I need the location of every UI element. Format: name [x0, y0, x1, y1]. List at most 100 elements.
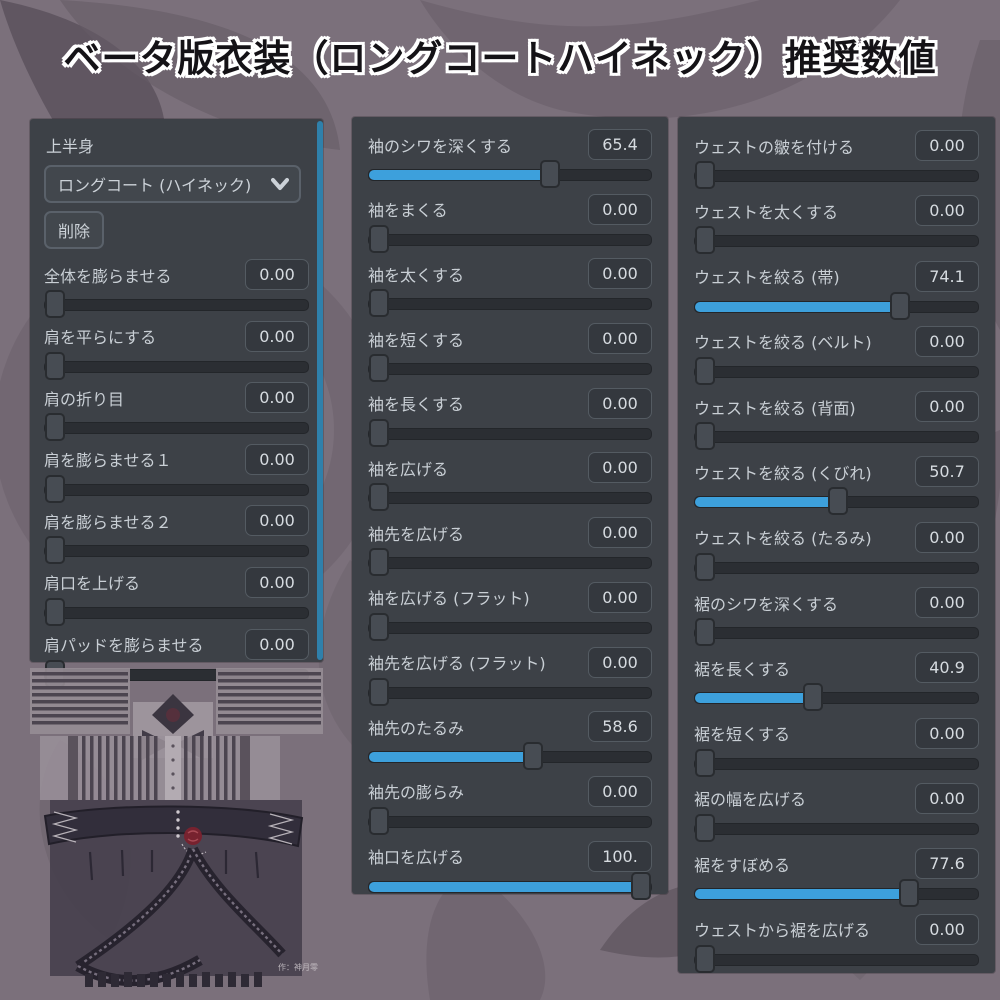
slider-track[interactable] [694, 552, 979, 581]
slider-track[interactable] [694, 356, 979, 385]
slider-track[interactable] [694, 487, 979, 516]
slider-track[interactable] [694, 748, 979, 777]
slider-track[interactable] [368, 612, 652, 641]
slider-track[interactable] [368, 677, 652, 706]
delete-button[interactable]: 削除 [44, 211, 105, 249]
slider-value-box[interactable]: 0.00 [915, 717, 979, 749]
slider-value-box[interactable]: 0.00 [245, 566, 309, 598]
slider-value-box[interactable]: 0.00 [915, 325, 979, 357]
slider-handle[interactable] [45, 413, 65, 442]
slider-track[interactable] [44, 290, 309, 318]
slider-value-box[interactable]: 0.00 [915, 195, 979, 227]
slider-handle[interactable] [369, 548, 389, 577]
slider-value-box[interactable]: 0.00 [245, 628, 309, 660]
slider-value-box[interactable]: 50.7 [915, 456, 979, 488]
slider-value-box[interactable]: 0.00 [915, 130, 979, 161]
slider-track[interactable] [694, 422, 979, 451]
slider-value-box[interactable]: 0.00 [588, 258, 652, 290]
slider-handle[interactable] [695, 618, 715, 647]
slider-handle[interactable] [695, 552, 715, 581]
slider-handle[interactable] [540, 160, 561, 188]
slider-value-box[interactable]: 77.6 [915, 848, 979, 880]
slider-value-box[interactable]: 0.00 [915, 913, 979, 945]
slider-handle[interactable] [45, 536, 65, 565]
slider-value-box[interactable]: 0.00 [915, 391, 979, 423]
slider-handle[interactable] [695, 161, 715, 189]
slider-value-box[interactable]: 0.00 [915, 587, 979, 619]
slider-track[interactable] [694, 944, 979, 973]
slider-track[interactable] [368, 160, 652, 188]
slider-handle[interactable] [522, 742, 543, 771]
slider-handle[interactable] [695, 944, 715, 973]
slider-value-box[interactable]: 100. [588, 840, 652, 872]
slider-track[interactable] [44, 351, 309, 380]
slider-value-box[interactable]: 0.00 [588, 775, 652, 807]
slider-handle[interactable] [802, 683, 823, 712]
slider-track[interactable] [368, 483, 652, 512]
slider-value-box[interactable]: 0.00 [588, 452, 652, 484]
slider-track[interactable] [694, 683, 979, 712]
slider-handle[interactable] [45, 597, 65, 626]
slider-track[interactable] [368, 742, 652, 771]
slider-track[interactable] [368, 289, 652, 318]
slider-value-box[interactable]: 0.00 [915, 521, 979, 553]
slider-track[interactable] [694, 618, 979, 647]
slider-value-box[interactable]: 0.00 [245, 382, 309, 414]
slider-track[interactable] [44, 413, 309, 442]
costume-dropdown[interactable]: ロングコート (ハイネック) [44, 165, 301, 203]
slider-value-box[interactable]: 74.1 [915, 260, 979, 292]
slider-track[interactable] [368, 871, 652, 900]
slider-track[interactable] [368, 224, 652, 253]
slider-handle[interactable] [695, 356, 715, 385]
slider-label: ウェストの皺を付ける [694, 137, 855, 157]
slider-value-box[interactable]: 58.6 [588, 711, 652, 743]
slider-value-box[interactable]: 0.00 [915, 782, 979, 814]
slider-handle[interactable] [695, 813, 715, 842]
slider-track[interactable] [694, 226, 979, 255]
slider-value-box[interactable]: 40.9 [915, 652, 979, 684]
slider-handle[interactable] [369, 677, 389, 706]
slider-handle[interactable] [369, 289, 389, 318]
slider-track[interactable] [44, 474, 309, 503]
slider-value-box[interactable]: 0.00 [588, 193, 652, 225]
slider-track[interactable] [694, 813, 979, 842]
slider-value-box[interactable]: 0.00 [588, 387, 652, 419]
slider-value-box[interactable]: 0.00 [588, 646, 652, 678]
slider-handle[interactable] [369, 354, 389, 383]
slider-row: 裾を短くする 0.00 [694, 712, 979, 777]
scrollbar[interactable] [317, 121, 323, 660]
slider-handle[interactable] [369, 612, 389, 641]
slider-handle[interactable] [828, 487, 849, 516]
slider-value-box[interactable]: 0.00 [588, 517, 652, 549]
slider-track[interactable] [694, 161, 979, 189]
slider-handle[interactable] [369, 418, 389, 447]
slider-track[interactable] [368, 354, 652, 383]
slider-track[interactable] [44, 597, 309, 626]
slider-handle[interactable] [695, 422, 715, 451]
slider-track[interactable] [368, 418, 652, 447]
slider-handle[interactable] [369, 806, 389, 835]
slider-track[interactable] [44, 536, 309, 565]
slider-track[interactable] [368, 806, 652, 835]
slider-track[interactable] [694, 879, 979, 908]
slider-value-box[interactable]: 0.00 [588, 323, 652, 355]
slider-handle[interactable] [45, 474, 65, 503]
slider-value-box[interactable]: 0.00 [245, 259, 309, 290]
slider-handle[interactable] [45, 290, 65, 318]
slider-value-box[interactable]: 0.00 [245, 320, 309, 352]
slider-handle[interactable] [45, 351, 65, 380]
slider-value-box[interactable]: 0.00 [245, 505, 309, 537]
slider-value-box[interactable]: 0.00 [245, 443, 309, 475]
slider-handle[interactable] [369, 483, 389, 512]
slider-value-box[interactable]: 65.4 [588, 129, 652, 160]
slider-row: 袖のシワを深くする 65.4 [368, 123, 652, 188]
slider-handle[interactable] [369, 224, 389, 253]
slider-value-box[interactable]: 0.00 [588, 581, 652, 613]
slider-handle[interactable] [899, 879, 920, 908]
slider-track[interactable] [694, 291, 979, 320]
slider-handle[interactable] [695, 748, 715, 777]
slider-handle[interactable] [631, 871, 651, 900]
slider-handle[interactable] [695, 226, 715, 255]
slider-handle[interactable] [889, 291, 910, 320]
slider-track[interactable] [368, 548, 652, 577]
